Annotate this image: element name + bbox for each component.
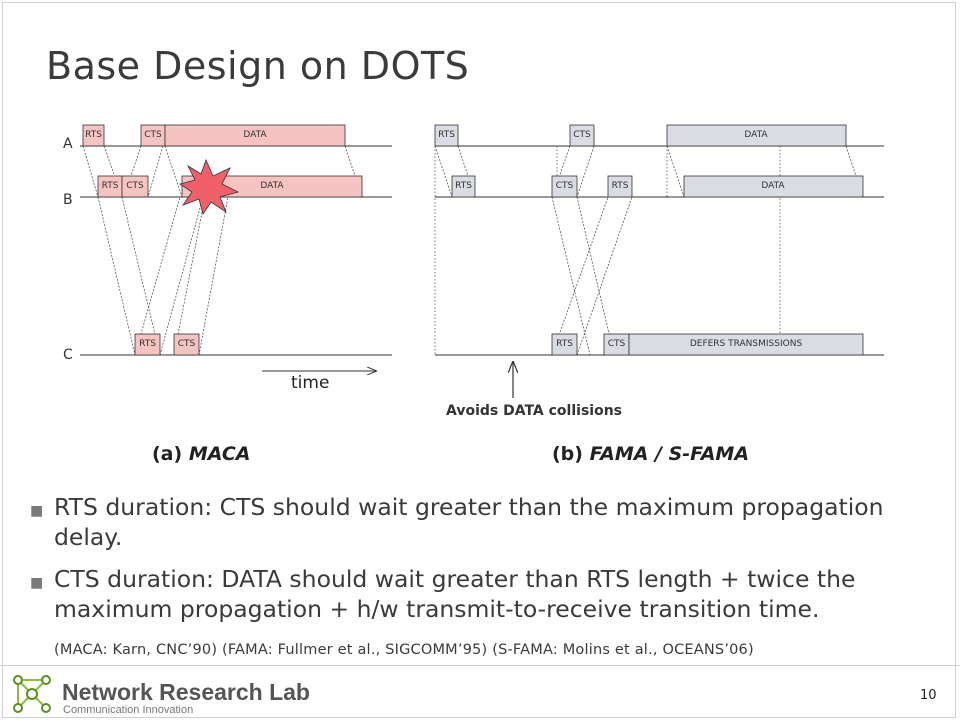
maca-diagram: A B C RTS CTS: [63, 124, 392, 465]
fama-b-rts: [451, 175, 476, 198]
maca-c-rts-label: RTS: [139, 339, 156, 349]
maca-a-rts-label: RTS: [85, 130, 102, 140]
propagation-lines-b: [434, 145, 864, 356]
fama-b-data-label: DATA: [761, 181, 785, 191]
maca-a-data: [164, 124, 346, 147]
maca-a-rts: [82, 124, 105, 147]
maca-a-data-label: DATA: [243, 130, 267, 140]
maca-b-cts: [121, 175, 149, 198]
fama-b-rts-label: RTS: [455, 181, 472, 191]
maca-b-rts-label: RTS: [102, 181, 119, 191]
bullet-item: ■ CTS duration: DATA should wait greater…: [30, 564, 930, 624]
fama-diagram: RTS CTS DATA RTS CTS RTS DATA RTS CTS DE…: [434, 124, 884, 465]
lab-subtitle: Communication Innovation: [63, 704, 194, 716]
references: (MACA: Karn, CNC’90) (FAMA: Fullmer et a…: [54, 642, 754, 658]
fama-c-defers: [628, 333, 864, 356]
fama-c-rts-label: RTS: [556, 339, 573, 349]
fama-b-cts-label: CTS: [556, 181, 574, 191]
maca-c-cts: [173, 333, 200, 356]
page-number: 10: [920, 688, 937, 703]
fama-c-defers-label: DEFERS TRANSMISSIONS: [690, 339, 803, 349]
fama-a-rts: [434, 124, 459, 147]
fama-c-rts: [551, 333, 578, 356]
fama-c-cts-label: CTS: [608, 339, 626, 349]
maca-c-rts: [134, 333, 161, 356]
maca-b-data-label: DATA: [260, 181, 284, 191]
fama-a-rts-label: RTS: [438, 130, 455, 140]
fama-b-cts: [551, 175, 578, 198]
annotation-text: Avoids DATA collisions: [446, 403, 622, 419]
footer-divider: [0, 665, 960, 666]
lab-name: Network Research Lab: [62, 679, 310, 705]
collision-icon: [179, 158, 240, 215]
propagation-lines-a: [82, 145, 363, 356]
node-label-a: A: [63, 136, 73, 152]
node-label-b: B: [63, 192, 73, 208]
time-label: time: [291, 373, 329, 393]
network-logo-icon: [13, 675, 51, 713]
maca-a-cts-label: CTS: [144, 130, 162, 140]
bullet-item: ■ RTS duration: CTS should wait greater …: [30, 492, 930, 552]
maca-c-cts-label: CTS: [178, 339, 196, 349]
caption-maca: (a) MACA: [152, 443, 251, 465]
bullet-text: CTS duration: DATA should wait greater t…: [54, 565, 856, 623]
bullet-text: RTS duration: CTS should wait greater th…: [54, 493, 884, 551]
fama-b-rts-2: [607, 175, 633, 198]
maca-b-cts-label: CTS: [126, 181, 144, 191]
fama-a-cts: [569, 124, 595, 147]
caption-fama: (b) FAMA / S-FAMA: [552, 443, 749, 465]
fama-a-cts-label: CTS: [573, 130, 591, 140]
fama-a-data: [666, 124, 847, 147]
fama-b-rts-2-label: RTS: [612, 181, 629, 191]
node-label-c: C: [63, 347, 73, 363]
slide-title: Base Design on DOTS: [46, 44, 470, 88]
fama-b-data: [683, 175, 864, 198]
fama-a-data-label: DATA: [744, 130, 768, 140]
bullet-marker-icon: ■: [30, 575, 44, 591]
bullet-marker-icon: ■: [30, 503, 44, 519]
timing-diagram: A B C RTS CTS: [63, 124, 884, 465]
bullet-list: ■ RTS duration: CTS should wait greater …: [30, 492, 930, 636]
